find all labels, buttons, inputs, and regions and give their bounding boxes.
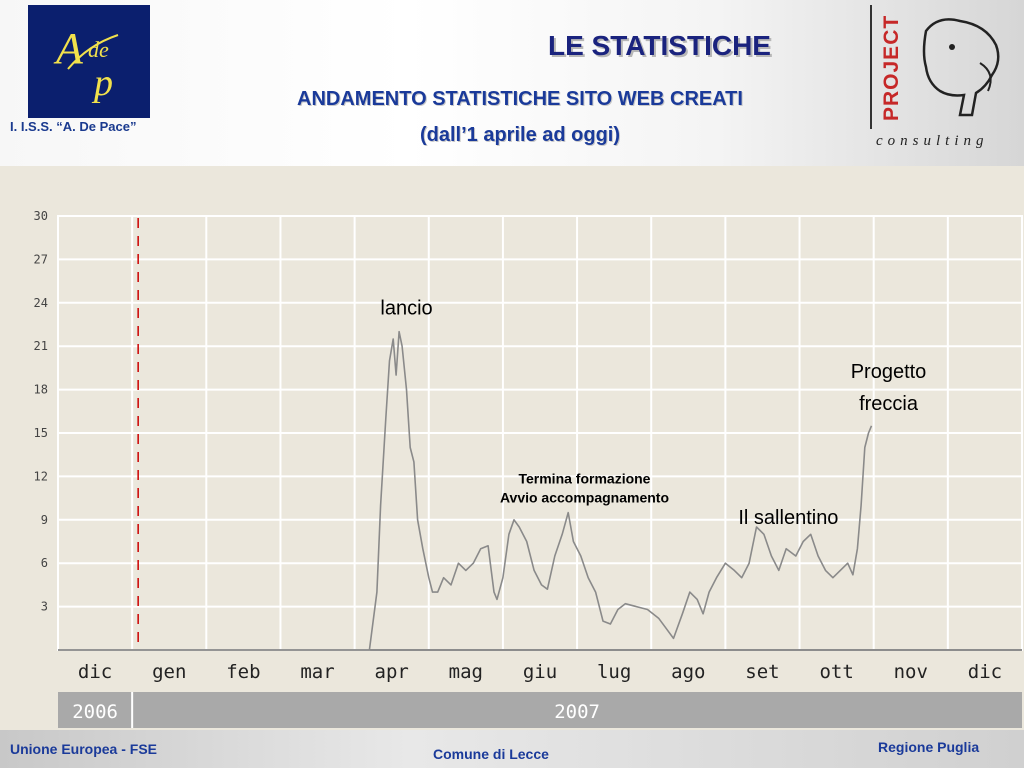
logo-consulting-word: consulting [876,133,989,149]
y-tick-label: 9 [41,513,48,527]
adep-logo: A de p [28,5,150,118]
x-tick-label: ago [671,661,705,683]
x-tick-label: mar [300,661,334,683]
adep-logo-letter-p: p [91,62,113,104]
adep-logo-mark: A de p [53,24,119,104]
page-title: LE STATISTICHE [548,30,771,61]
year-bar: 2006 2007 [58,692,1022,728]
subtitle-line-2: (dall’1 aprile ad oggi) [419,124,621,146]
x-tick-label: giu [523,661,557,683]
annotation-label: Avvio accompagnamento [500,489,669,505]
annotation-label: Termina formazione [518,471,650,487]
elephant-trunk-icon [979,62,992,92]
annotation-label: lancio [380,297,432,319]
logo-project-word: PROJECT [880,15,903,121]
x-tick-label: set [745,661,779,683]
project-consulting-mark: PROJECT consulting [870,5,1000,149]
slide-footer: Unione Europea - FSE Comune di Lecce Reg… [0,730,1024,768]
y-tick-label: 30 [34,209,48,223]
y-tick-label: 6 [41,556,48,570]
elephant-eye-icon [949,44,955,50]
x-tick-label: ott [819,661,853,683]
series-layer [58,330,873,651]
year-bar-background [58,692,1022,728]
adep-logo-swoosh [67,34,119,70]
elephant-head-icon [922,18,1000,117]
x-tick-label: dic [78,661,112,683]
slide-header: A de p I. I.S.S. “A. De Pace” LE STATIST… [0,0,1024,166]
annotation-layer: lancio Termina formazione Avvio accompagna… [380,297,926,529]
x-axis-ticks: dic gen feb mar apr mag giu lug ago set ott nov dic [78,661,1002,683]
y-tick-label: 24 [34,296,48,310]
x-tick-label: apr [375,661,409,683]
footer-lecce-label: Comune di Lecce [433,746,549,762]
y-axis-ticks: 3 6 9 12 15 18 21 24 27 30 [34,209,48,614]
chart-grid [57,215,1023,651]
x-tick-label: dic [968,661,1002,683]
y-tick-label: 3 [41,600,48,614]
adep-logo-letters-de: de [88,37,109,62]
x-tick-label: lug [597,661,631,683]
annotation-label: Progetto [851,361,927,383]
school-label: I. I.S.S. “A. De Pace” [10,119,137,134]
project-consulting-logo: PROJECT consulting [868,3,1018,153]
annotation-label: freccia [859,393,919,415]
chart-area: 3 6 9 12 15 18 21 24 27 30 dic gen feb mar apr mag giu l… [0,166,1024,730]
year-label: 2007 [554,701,600,723]
x-tick-label: feb [226,661,260,683]
x-tick-label: mag [449,661,483,683]
y-tick-label: 15 [34,426,48,440]
footer-puglia-label: Regione Puglia [878,739,980,755]
x-tick-label: nov [894,661,928,683]
adep-logo-letter-a: A [53,24,84,73]
year-label: 2006 [72,701,118,723]
footer-eu-label: Unione Europea - FSE [10,741,158,757]
x-tick-label: gen [152,661,186,683]
series-line [58,330,873,651]
y-tick-label: 18 [34,383,48,397]
subtitle-line-1: ANDAMENTO STATISTICHE SITO WEB CREATI [297,88,743,110]
statistics-line-chart: 3 6 9 12 15 18 21 24 27 30 dic gen feb mar apr mag giu l… [34,209,1023,728]
annotation-label: Il sallentino [738,507,838,529]
y-tick-label: 12 [34,469,48,483]
y-tick-label: 27 [34,252,48,266]
y-tick-label: 21 [34,339,48,353]
